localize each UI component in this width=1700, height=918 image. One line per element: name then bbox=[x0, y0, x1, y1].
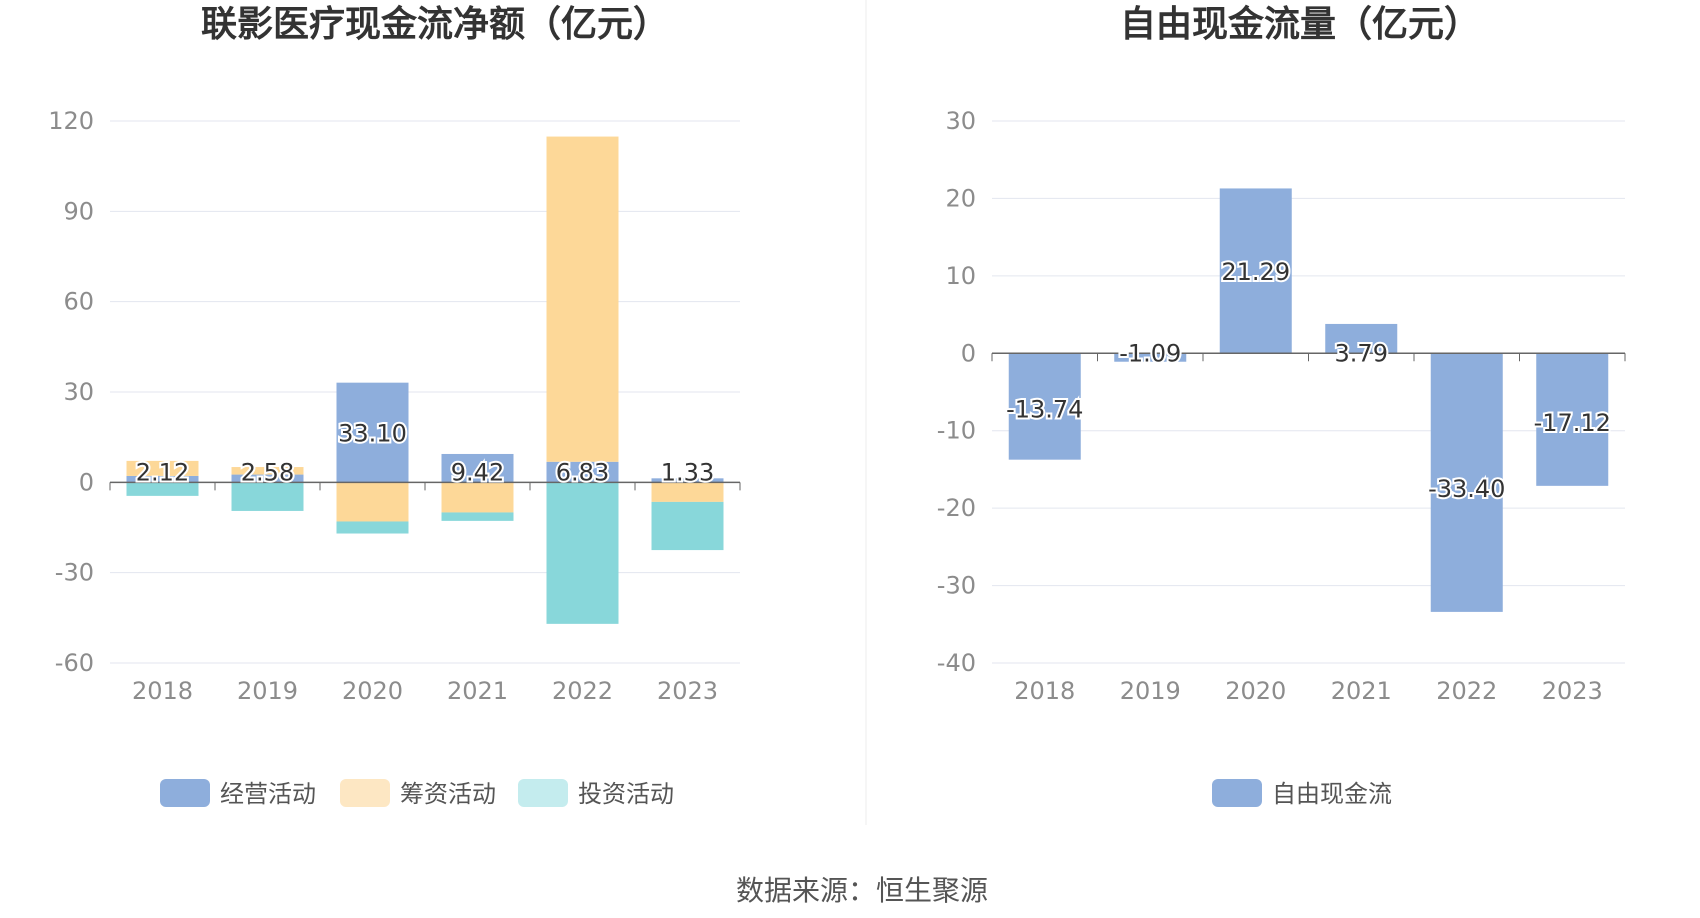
x-tick-label: 2022 bbox=[1436, 677, 1497, 705]
y-tick-label: 0 bbox=[961, 339, 976, 367]
data-label: 21.29 bbox=[1221, 258, 1290, 286]
x-tick-label: 2023 bbox=[1542, 677, 1603, 705]
legend-swatch bbox=[518, 779, 568, 807]
y-tick-label: 120 bbox=[48, 107, 94, 135]
bar-investing bbox=[231, 482, 304, 511]
legend-swatch bbox=[160, 779, 210, 807]
legend-label: 筹资活动 bbox=[400, 780, 496, 808]
y-tick-label: 60 bbox=[63, 288, 94, 316]
bar-investing bbox=[651, 501, 724, 551]
data-label: 1.33 bbox=[661, 458, 714, 486]
x-tick-label: 2019 bbox=[1120, 677, 1181, 705]
y-tick-label: 30 bbox=[63, 378, 94, 406]
data-label: 2.58 bbox=[241, 458, 294, 486]
y-tick-label: -30 bbox=[937, 572, 976, 600]
y-tick-label: 0 bbox=[79, 468, 94, 496]
x-tick-label: 2021 bbox=[1331, 677, 1392, 705]
bar-free-cash-flow bbox=[1430, 353, 1503, 612]
y-tick-label: -40 bbox=[937, 649, 976, 677]
bar-operating bbox=[651, 478, 724, 483]
bar-financing bbox=[441, 482, 514, 513]
chart2-title: 自由现金流量（亿元） bbox=[1120, 3, 1480, 45]
data-source: 数据来源：恒生聚源 bbox=[736, 874, 988, 907]
y-tick-label: -30 bbox=[55, 559, 94, 587]
bar-financing bbox=[126, 460, 199, 476]
bar-free-cash-flow bbox=[1219, 188, 1292, 354]
data-label: 33.10 bbox=[338, 419, 407, 447]
data-label: 6.83 bbox=[556, 458, 609, 486]
bar-investing bbox=[546, 482, 619, 624]
bar-financing bbox=[651, 482, 724, 502]
x-tick-label: 2019 bbox=[237, 677, 298, 705]
y-tick-label: 30 bbox=[945, 107, 976, 135]
bar-operating bbox=[126, 475, 199, 483]
data-label: -13.74 bbox=[1006, 396, 1083, 424]
data-label: -33.40 bbox=[1428, 475, 1505, 503]
data-label: -1.09 bbox=[1119, 339, 1181, 367]
y-tick-label: -20 bbox=[937, 494, 976, 522]
x-tick-label: 2018 bbox=[132, 677, 193, 705]
y-tick-label: 90 bbox=[63, 197, 94, 225]
data-label: 9.42 bbox=[451, 458, 504, 486]
bar-financing bbox=[546, 136, 619, 462]
bar-free-cash-flow bbox=[1114, 353, 1187, 362]
y-tick-label: -60 bbox=[55, 649, 94, 677]
y-tick-label: 20 bbox=[945, 184, 976, 212]
x-tick-label: 2021 bbox=[447, 677, 508, 705]
legend-label: 自由现金流 bbox=[1272, 780, 1392, 808]
bar-investing bbox=[441, 512, 514, 521]
bar-free-cash-flow bbox=[1536, 353, 1609, 486]
bar-financing bbox=[336, 482, 409, 522]
bar-investing bbox=[126, 482, 199, 496]
x-tick-label: 2020 bbox=[1225, 677, 1286, 705]
data-label: 3.79 bbox=[1335, 339, 1388, 367]
legend-swatch bbox=[1212, 779, 1262, 807]
legend-label: 投资活动 bbox=[578, 780, 674, 808]
x-tick-label: 2020 bbox=[342, 677, 403, 705]
bar-operating bbox=[441, 453, 514, 483]
data-label: 2.12 bbox=[136, 458, 189, 486]
bar-operating bbox=[231, 474, 304, 483]
x-tick-label: 2018 bbox=[1014, 677, 1075, 705]
chart1-title: 联影医疗现金流净额（亿元） bbox=[201, 3, 669, 45]
x-tick-label: 2022 bbox=[552, 677, 613, 705]
bar-free-cash-flow bbox=[1008, 353, 1081, 460]
y-tick-label: 10 bbox=[945, 262, 976, 290]
bar-investing bbox=[336, 521, 409, 534]
y-tick-label: -10 bbox=[937, 417, 976, 445]
bar-operating bbox=[336, 382, 409, 483]
legend-swatch bbox=[340, 779, 390, 807]
bar-free-cash-flow bbox=[1325, 323, 1398, 354]
legend-label: 经营活动 bbox=[220, 780, 316, 808]
bar-financing bbox=[231, 467, 304, 475]
data-label: -17.12 bbox=[1534, 409, 1611, 437]
x-tick-label: 2023 bbox=[657, 677, 718, 705]
bar-operating bbox=[546, 461, 619, 483]
